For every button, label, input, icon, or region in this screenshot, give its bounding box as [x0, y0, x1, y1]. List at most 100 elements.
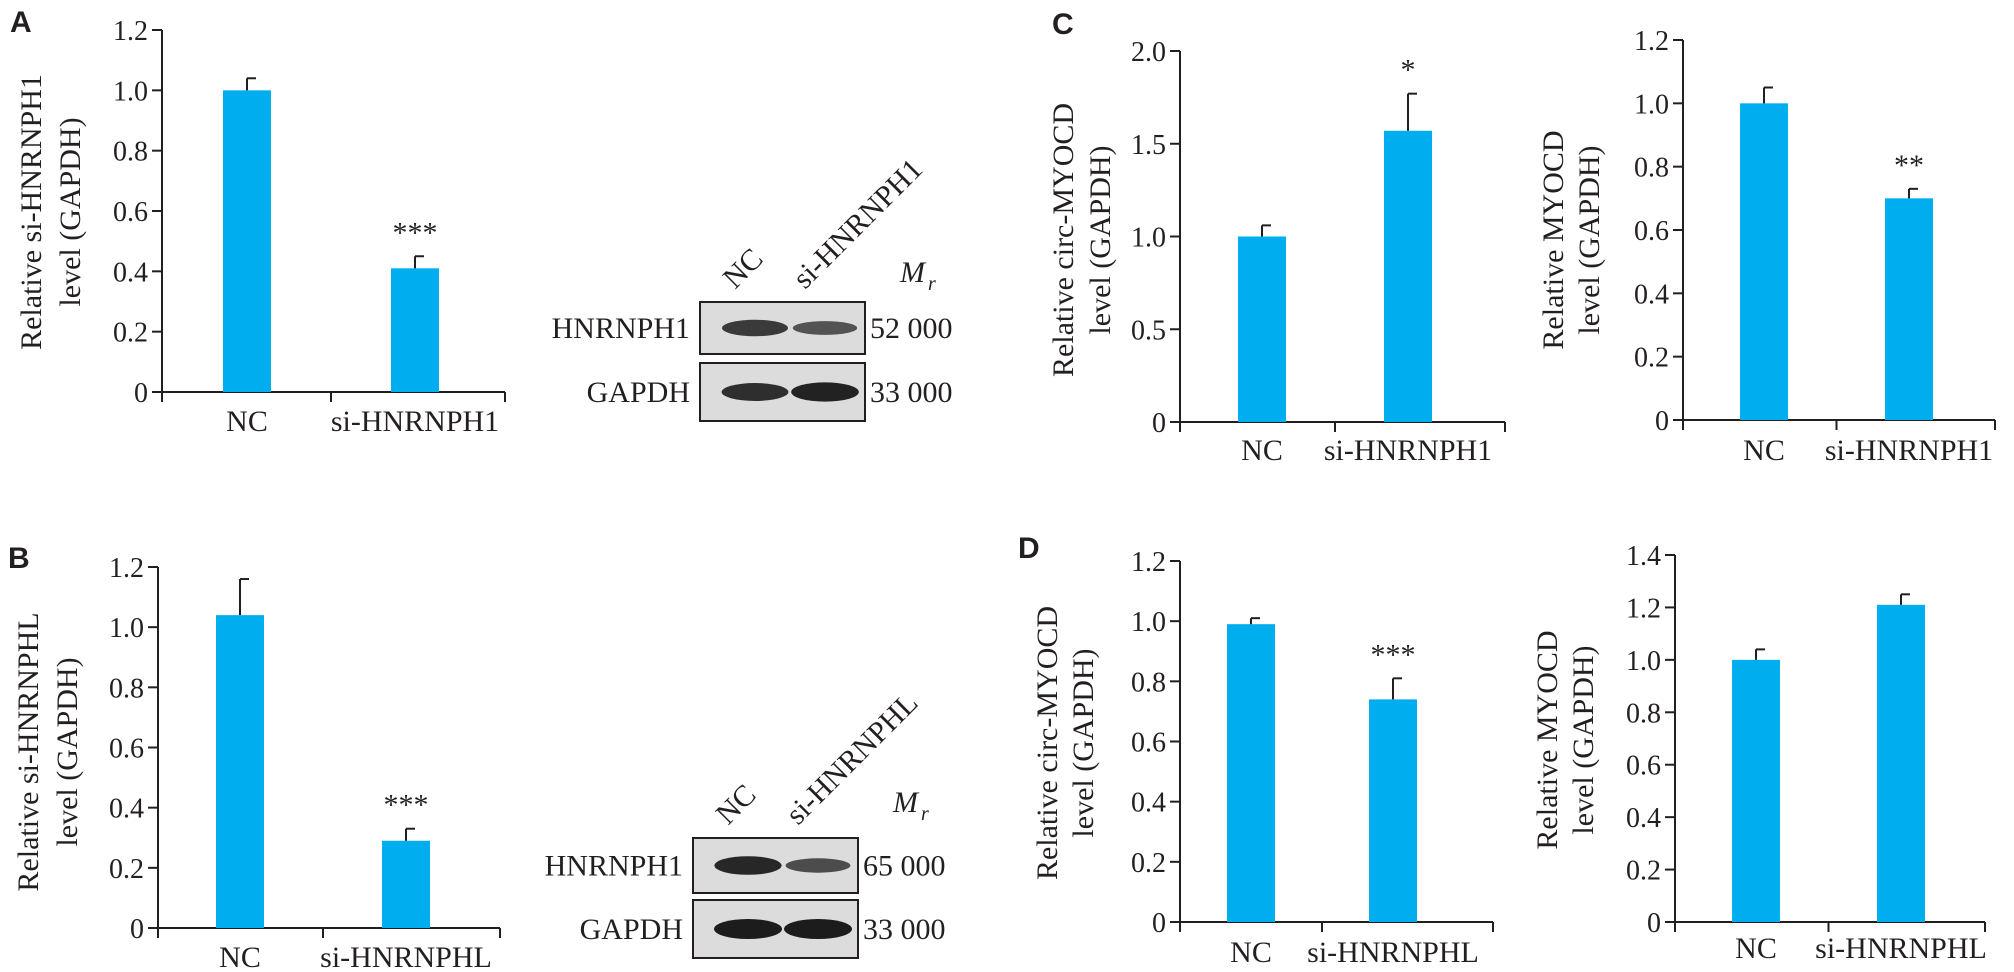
y-axis-label: Relative si-HNRNPHL: [12, 612, 45, 891]
lane-label: NC: [710, 778, 763, 831]
y-tick-label: 1.0: [109, 613, 144, 644]
y-axis-label: level (GAPDH): [1573, 145, 1606, 334]
bar-si-HNRNPHL: [382, 840, 430, 928]
y-tick-label: 1.2: [1626, 593, 1661, 624]
y-tick-label: 0.2: [1626, 856, 1661, 887]
y-tick-label: 0.8: [109, 673, 144, 704]
lane-label: NC: [717, 242, 770, 295]
y-tick-label: 0.4: [1634, 279, 1669, 310]
y-axis-label: Relative MYOCD: [1537, 130, 1570, 349]
y-tick-label: 0.6: [1131, 728, 1166, 759]
y-tick-label: 0: [1647, 908, 1661, 939]
y-axis-label: level (GAPDH): [51, 657, 84, 846]
y-tick-label: 1.0: [1626, 646, 1661, 677]
y-tick-label: 0.6: [1634, 216, 1669, 247]
y-tick-label: 1.2: [109, 553, 144, 584]
y-axis-label: level (GAPDH): [1067, 648, 1100, 837]
blot-band: [721, 383, 789, 401]
x-tick-label: NC: [1241, 434, 1283, 467]
molecular-weight-label: 52 000: [870, 312, 953, 345]
y-tick-label: 2.0: [1131, 37, 1166, 68]
x-tick-label: si-HNRNPH1: [331, 405, 499, 438]
protein-label: GAPDH: [580, 913, 683, 946]
bar-NC: [1740, 103, 1788, 420]
chart-panel-3: C 0 0.5 1.0 1.5 2.0 NC * si-HNRNPH1 Relative circ…: [1047, 8, 1506, 467]
y-tick-label: 1.2: [1634, 26, 1669, 57]
mr-label: M: [899, 256, 927, 289]
significance-label: *: [1401, 54, 1416, 87]
y-tick-label: 1.0: [113, 76, 148, 107]
y-tick-label: 0: [134, 378, 148, 409]
bar-NC: [1238, 236, 1286, 422]
y-tick-label: 1.2: [113, 16, 148, 47]
bar-si-HNRNPHL: [1877, 604, 1925, 922]
panel-letter: D: [1018, 532, 1040, 565]
y-tick-label: 0.2: [113, 318, 148, 349]
bar-si-HNRNPH1: [1384, 130, 1432, 422]
y-tick-label: 0.8: [1634, 153, 1669, 184]
blot-band: [722, 319, 788, 337]
x-tick-label: si-HNRNPHL: [1307, 936, 1479, 969]
chart-panel-4: 0 0.2 0.4 0.6 0.8 1.0 1.2 NC ** si-HNRNPH1 Relativ…: [1537, 26, 1996, 467]
y-axis-label: level (GAPDH): [54, 117, 87, 306]
y-tick-label: 0.8: [113, 137, 148, 168]
bar-si-HNRNPH1: [1885, 198, 1933, 420]
y-axis-label: Relative MYOCD: [1531, 630, 1564, 849]
x-tick-label: si-HNRNPHL: [1815, 932, 1987, 965]
molecular-weight-label: 65 000: [863, 850, 946, 883]
mr-label-subscript: r: [921, 803, 929, 825]
y-tick-label: 0.2: [109, 854, 144, 885]
panel-letter: B: [8, 542, 30, 575]
y-axis-label: Relative circ-MYOCD: [1047, 103, 1080, 377]
bar-si-HNRNPHL: [1369, 699, 1417, 922]
y-tick-label: 0.4: [1131, 788, 1166, 819]
blot-band: [785, 858, 851, 873]
blot-band: [792, 321, 858, 335]
molecular-weight-label: 33 000: [870, 376, 953, 409]
bar-NC: [1227, 624, 1275, 922]
x-tick-label: NC: [1735, 932, 1777, 965]
x-tick-label: NC: [226, 405, 268, 438]
significance-label: ***: [393, 216, 438, 249]
x-tick-label: si-HNRNPH1: [1324, 434, 1492, 467]
protein-label: HNRNPH1: [545, 850, 683, 883]
blot-band: [714, 856, 782, 875]
panel-letter: C: [1052, 8, 1074, 41]
y-tick-label: 0.2: [1131, 848, 1166, 879]
x-tick-label: NC: [219, 941, 261, 972]
y-tick-label: 0.6: [109, 734, 144, 765]
y-tick-label: 1.4: [1626, 541, 1661, 572]
chart-panel-6: 0 0.2 0.4 0.6 0.8 1.0 1.2 1.4 NC si-HNRNPHL Relati…: [1531, 541, 1987, 965]
y-tick-label: 1.2: [1131, 547, 1166, 578]
molecular-weight-label: 33 000: [863, 913, 946, 946]
y-tick-label: 0.5: [1131, 315, 1166, 346]
significance-label: ***: [1371, 638, 1416, 671]
protein-label: HNRNPH1: [552, 312, 690, 345]
y-tick-label: 0.6: [1626, 751, 1661, 782]
y-tick-label: 0: [1152, 408, 1166, 439]
significance-label: **: [1894, 149, 1924, 182]
y-axis-label: Relative circ-MYOCD: [1031, 606, 1064, 880]
y-tick-label: 0.4: [113, 257, 148, 288]
y-axis-label: level (GAPDH): [1084, 145, 1117, 334]
bar-NC: [216, 615, 264, 928]
y-tick-label: 0.4: [1626, 803, 1661, 834]
x-tick-label: NC: [1743, 434, 1785, 467]
y-tick-label: 0.8: [1626, 698, 1661, 729]
y-tick-label: 0.8: [1131, 667, 1166, 698]
y-tick-label: 0.6: [113, 197, 148, 228]
blot-band: [714, 919, 782, 939]
y-tick-label: 0: [130, 914, 144, 945]
y-tick-label: 0: [1655, 406, 1669, 437]
x-tick-label: si-HNRNPH1: [1825, 434, 1993, 467]
chart-panel-2: B 0 0.2 0.4 0.6 0.8 1.0 1.2 NC *** si-HNRNPHL Relat…: [8, 542, 501, 972]
y-axis-label: level (GAPDH): [1567, 645, 1600, 834]
chart-panel-5: D 0 0.2 0.4 0.6 0.8 1.0 1.2 NC *** si-HNRNPHL Relat…: [1018, 532, 1494, 969]
protein-label: GAPDH: [587, 376, 690, 409]
y-tick-label: 1.0: [1131, 223, 1166, 254]
mr-label: M: [892, 786, 920, 819]
